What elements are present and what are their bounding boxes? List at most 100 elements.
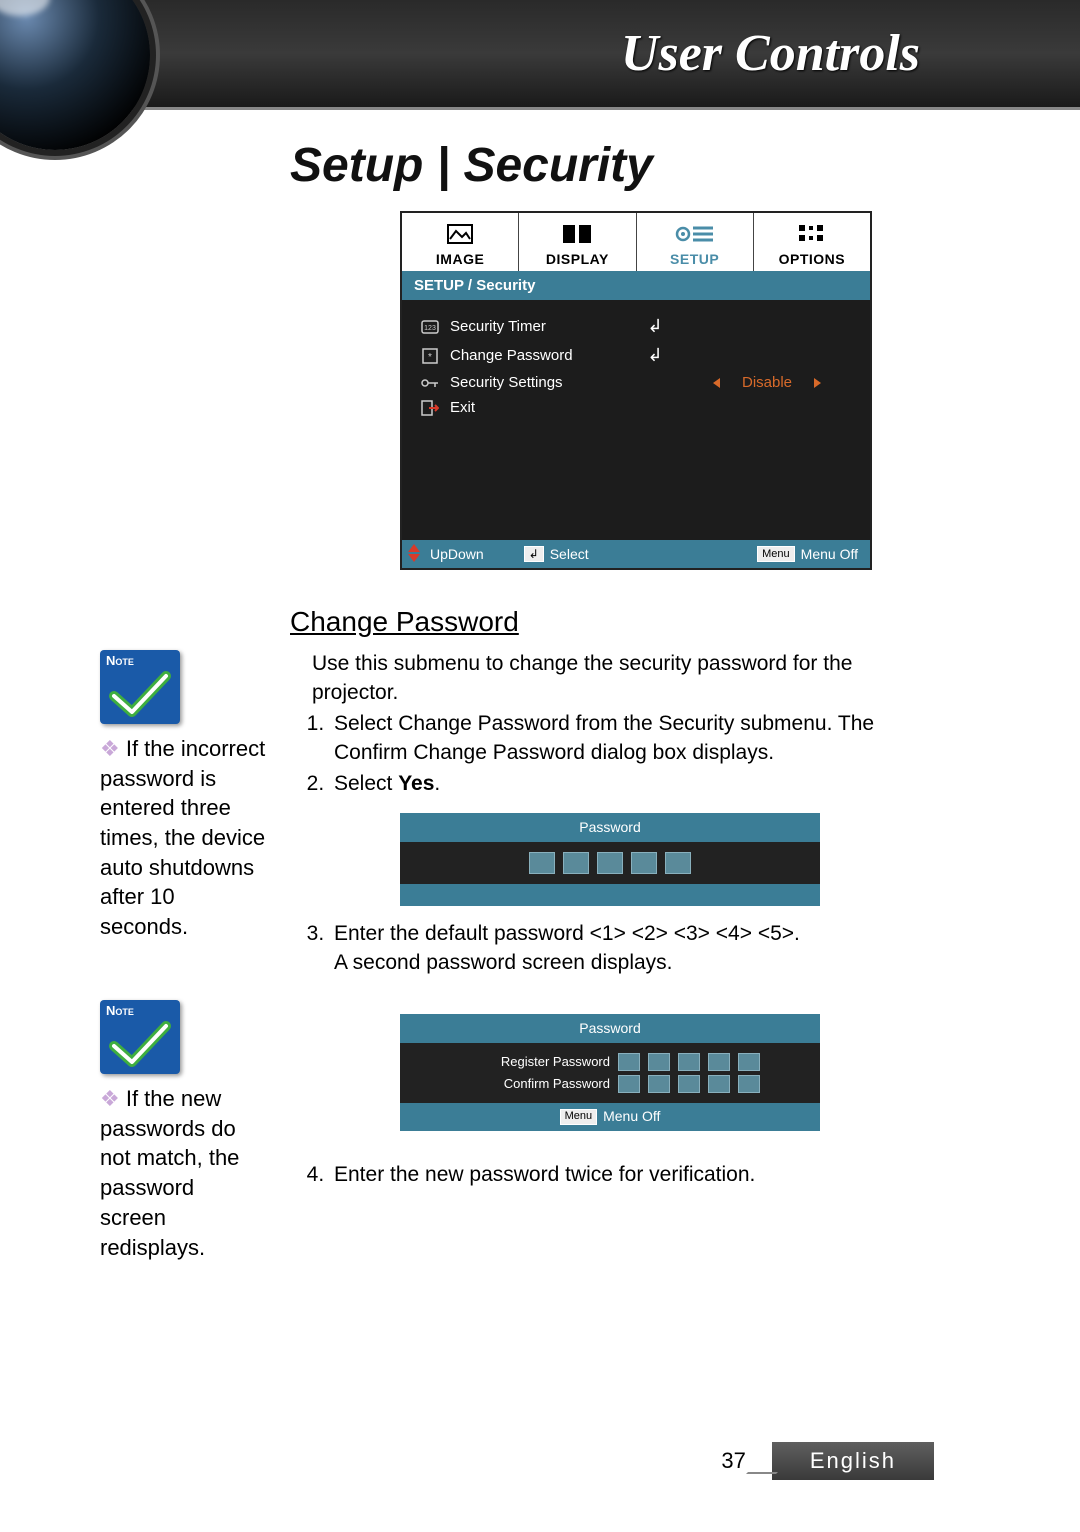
lens-graphic: [0, 0, 150, 150]
step-4: Enter the new password twice for verific…: [330, 1161, 930, 1190]
pwd-box[interactable]: [618, 1075, 640, 1093]
osd-menu: IMAGE DISPLAY SETUP: [400, 211, 872, 570]
pwd1-footer: [400, 884, 820, 906]
tab-label: SETUP: [670, 251, 719, 267]
pwd-box[interactable]: [648, 1053, 670, 1071]
osd-tab-setup[interactable]: SETUP: [637, 213, 754, 271]
language-badge: English: [772, 1442, 934, 1480]
osd-breadcrumb: SETUP / Security: [402, 271, 870, 300]
osd-row-change-password[interactable]: * Change Password ↲: [418, 341, 854, 370]
pwd2-title: Password: [400, 1014, 820, 1043]
confirm-label: Confirm Password: [460, 1075, 610, 1093]
pwd2-footer-label: Menu Off: [603, 1107, 660, 1126]
osd-tab-image[interactable]: IMAGE: [402, 213, 519, 271]
pwd-box[interactable]: [618, 1053, 640, 1071]
tab-label: OPTIONS: [779, 251, 846, 267]
sidebar-note-2: Note If the new passwords do not match, …: [0, 1000, 290, 1262]
note-badge: Note: [100, 1000, 180, 1074]
row-label: Exit: [450, 399, 630, 416]
pwd-box[interactable]: [708, 1075, 730, 1093]
content-block-1: Note If the incorrect password is entere…: [0, 650, 1080, 980]
osd-tab-display[interactable]: DISPLAY: [519, 213, 636, 271]
pwd-box[interactable]: [563, 852, 589, 874]
pwd2-body: Register Password Confirm Password: [400, 1043, 820, 1103]
menuoff-label: Menu Off: [801, 546, 858, 562]
password-dialog-2: Password Register Password Confirm Passw…: [400, 1014, 820, 1131]
pwd1-body: [400, 842, 820, 884]
select-label: Select: [550, 546, 589, 562]
key-icon: [418, 377, 442, 389]
value-text: Disable: [742, 374, 792, 391]
pwd-box[interactable]: [678, 1053, 700, 1071]
password-icon: *: [418, 348, 442, 364]
pwd2-footer: Menu Menu Off: [400, 1103, 820, 1130]
osd-footer: UpDown ↲ Select Menu Menu Off: [402, 540, 870, 568]
tab-label: DISPLAY: [546, 251, 609, 267]
row-label: Security Timer: [450, 318, 630, 335]
menu-key-icon: Menu: [560, 1109, 598, 1125]
section-title: Change Password: [290, 606, 1080, 638]
osd-body: 123 Security Timer ↲ * Change Password ↲…: [402, 300, 870, 540]
step3a: Enter the default password <1> <2> <3> <…: [334, 922, 800, 945]
options-icon: [754, 219, 870, 249]
step2-pre: Select: [334, 772, 398, 795]
enter-icon: ↲: [630, 316, 680, 337]
pwd1-title: Password: [400, 813, 820, 842]
footer-select: ↲ Select: [524, 546, 589, 562]
footer-updown: UpDown: [414, 546, 484, 562]
checkmark-icon: [108, 1020, 172, 1070]
timer-icon: 123: [418, 320, 442, 334]
osd-row-security-settings[interactable]: Security Settings Disable: [418, 370, 854, 395]
step2-post: .: [434, 772, 440, 795]
note-text-2: If the new passwords do not match, the p…: [100, 1084, 266, 1262]
step2-bold: Yes: [398, 772, 434, 795]
osd-tab-options[interactable]: OPTIONS: [754, 213, 870, 271]
note-text-1: If the incorrect password is entered thr…: [100, 734, 266, 942]
right-arrow-icon[interactable]: [814, 378, 821, 388]
pwd-box[interactable]: [597, 852, 623, 874]
page-title: Setup | Security: [290, 138, 1080, 193]
header-band: User Controls: [0, 0, 1080, 110]
osd-row-security-timer[interactable]: 123 Security Timer ↲: [418, 312, 854, 341]
pwd-box[interactable]: [648, 1075, 670, 1093]
svg-text:*: *: [428, 352, 432, 363]
pwd-box[interactable]: [631, 852, 657, 874]
row-label: Security Settings: [450, 374, 630, 391]
pwd-box[interactable]: [738, 1053, 760, 1071]
row-label: Change Password: [450, 347, 630, 364]
content-block-2: Note If the new passwords do not match, …: [0, 1000, 1080, 1262]
step-1: Select Change Password from the Security…: [330, 710, 930, 768]
checkmark-icon: [108, 670, 172, 720]
step-3: Enter the default password <1> <2> <3> <…: [330, 920, 930, 978]
pwd-box[interactable]: [529, 852, 555, 874]
register-label: Register Password: [460, 1053, 610, 1071]
main-column: Use this submenu to change the security …: [290, 650, 1080, 980]
pwd-box[interactable]: [678, 1075, 700, 1093]
step3b: A second password screen displays.: [334, 951, 673, 974]
password-dialog-1: Password: [400, 813, 820, 906]
note-badge-label: Note: [100, 650, 180, 672]
updown-label: UpDown: [430, 546, 484, 562]
svg-text:123: 123: [424, 325, 436, 332]
pwd-box[interactable]: [738, 1075, 760, 1093]
pwd2-row-register: Register Password: [400, 1051, 820, 1073]
row-value: Disable: [680, 374, 854, 391]
page-number: 37: [721, 1448, 745, 1474]
note-badge: Note: [100, 650, 180, 724]
tab-label: IMAGE: [436, 251, 484, 267]
step-2: Select Yes.: [330, 770, 930, 799]
steps-list-cont: Enter the default password <1> <2> <3> <…: [330, 920, 930, 978]
enter-icon: ↲: [630, 345, 680, 366]
steps-list-4: Enter the new password twice for verific…: [330, 1161, 930, 1190]
osd-row-exit[interactable]: Exit: [418, 395, 854, 420]
pwd-box[interactable]: [708, 1053, 730, 1071]
exit-icon: [418, 400, 442, 416]
pwd2-row-confirm: Confirm Password: [400, 1073, 820, 1095]
left-arrow-icon[interactable]: [713, 378, 720, 388]
pwd1-boxes: [400, 850, 820, 876]
steps-list: Select Change Password from the Security…: [330, 710, 930, 799]
note-badge-label: Note: [100, 1000, 180, 1022]
sidebar-note-1: Note If the incorrect password is entere…: [0, 650, 290, 942]
pwd-box[interactable]: [665, 852, 691, 874]
menu-key-icon: Menu: [757, 546, 795, 562]
